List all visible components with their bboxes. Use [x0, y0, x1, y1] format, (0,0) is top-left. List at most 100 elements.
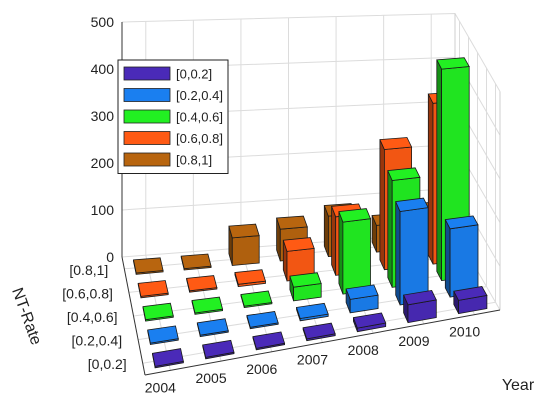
- bar-top-face: [240, 290, 273, 307]
- bar: [202, 339, 235, 360]
- bar-top-face: [276, 215, 308, 230]
- bar-top-face: [186, 275, 218, 292]
- legend-swatch: [123, 152, 171, 167]
- bar-left-face: [387, 170, 393, 288]
- x-tick-label: 2004: [145, 379, 176, 395]
- bar-top-face: [403, 289, 437, 306]
- bar-top-face: [379, 137, 413, 150]
- bar-top-face: [352, 312, 387, 329]
- bar-top-face: [395, 197, 429, 212]
- bar: [191, 296, 224, 315]
- bar: [180, 253, 212, 271]
- bar-front-face: [342, 218, 371, 295]
- bar: [302, 322, 336, 342]
- x-axis-title: Year: [502, 377, 535, 394]
- z-tick-label: 200: [91, 155, 115, 171]
- y-tick-label: [0,0.2]: [88, 356, 127, 372]
- legend-swatch: [123, 66, 171, 81]
- bar: [352, 312, 387, 333]
- bar-top-face: [133, 257, 164, 274]
- bars: [133, 57, 488, 369]
- bar-top-face: [228, 223, 260, 239]
- bar: [228, 223, 260, 266]
- bar-left-face: [444, 219, 451, 298]
- bar-left-face: [338, 211, 344, 295]
- bar: [282, 237, 315, 282]
- bar: [252, 331, 286, 351]
- x-tick-label: 2007: [297, 352, 328, 368]
- bar-top-face: [142, 302, 174, 321]
- bar: [338, 208, 372, 295]
- bar-top-face: [302, 322, 336, 340]
- legend-swatch: [123, 131, 171, 145]
- bar-top-face: [180, 253, 212, 270]
- bar-top-face: [453, 286, 488, 301]
- bar: [234, 269, 267, 288]
- z-tick-label: 300: [91, 108, 115, 124]
- legend-swatch: [123, 88, 171, 102]
- bar: [147, 325, 179, 345]
- y-tick-label: [0.8,1]: [69, 262, 108, 278]
- bar-left-face: [379, 139, 385, 270]
- bar-top-face: [137, 280, 169, 297]
- bar-front-face: [399, 207, 429, 306]
- legend-label: [0.6,0.8]: [176, 131, 223, 146]
- z-tick-label: 0: [106, 249, 114, 265]
- x-tick-label: 2008: [348, 342, 379, 358]
- bar: [345, 284, 379, 314]
- legend: [0,0.2] [0.2,0.4] [0.4,0.6] [0.6,0.8] [0.8,1…: [117, 59, 229, 174]
- bar-top-face: [152, 348, 184, 367]
- axis-labels: 0 100 200 300 400 500 2004 2005 2006 2007 2008 2009…: [8, 14, 535, 395]
- bar-left-face: [331, 206, 337, 276]
- y-tick-label: [0.4,0.6]: [67, 309, 118, 325]
- bar-top-face: [147, 325, 179, 344]
- bar: [186, 275, 218, 293]
- bar-left-face: [427, 93, 434, 265]
- bar-left-face: [395, 201, 401, 306]
- x-tick-label: 2009: [398, 333, 429, 349]
- x-tick-label: 2010: [449, 324, 480, 340]
- bar-top-face: [252, 331, 286, 349]
- bar-top-face: [444, 215, 479, 230]
- bar: [289, 272, 322, 302]
- bar-left-face: [436, 59, 443, 281]
- bar: [152, 348, 184, 369]
- bar-top-face: [196, 318, 229, 336]
- legend-swatch: [123, 109, 171, 124]
- y-tick-label: [0.2,0.4]: [72, 333, 123, 349]
- z-tick-label: 400: [91, 61, 115, 77]
- legend-label: [0,0.2]: [176, 67, 212, 82]
- z-tick-label: 500: [91, 14, 115, 30]
- bar-front-face: [449, 224, 479, 298]
- bar-top-face: [295, 302, 329, 319]
- y-axis-line: [121, 256, 146, 376]
- z-tick-label: 100: [91, 202, 115, 218]
- bar: [453, 286, 488, 315]
- legend-label: [0.8,1]: [176, 153, 212, 168]
- bar: [444, 215, 479, 298]
- bar: [240, 290, 273, 309]
- bar-top-face: [191, 296, 224, 314]
- bar-top-face: [345, 284, 379, 300]
- legend-label: [0.2,0.4]: [176, 88, 223, 103]
- bar-top-face: [282, 237, 315, 252]
- legend-label: [0.4,0.6]: [176, 110, 223, 125]
- bar-top-face: [246, 311, 279, 328]
- x-axis-line: [144, 309, 501, 376]
- bar: [403, 289, 437, 324]
- bar: [395, 197, 429, 306]
- y-tick-label: [0.6,0.8]: [62, 285, 113, 301]
- bar: [246, 311, 279, 330]
- bar-top-face: [436, 57, 470, 70]
- bar-top-face: [387, 167, 421, 181]
- x-tick-label: 2005: [195, 370, 226, 386]
- bar-top-face: [202, 339, 235, 358]
- bar-top-face: [289, 272, 322, 288]
- bar: [142, 302, 174, 322]
- bar-top-face: [234, 269, 267, 285]
- bar: [295, 302, 329, 322]
- bar: [196, 318, 229, 338]
- y-axis-title: NT-Rate: [8, 286, 44, 348]
- x-tick-label: 2006: [246, 361, 277, 377]
